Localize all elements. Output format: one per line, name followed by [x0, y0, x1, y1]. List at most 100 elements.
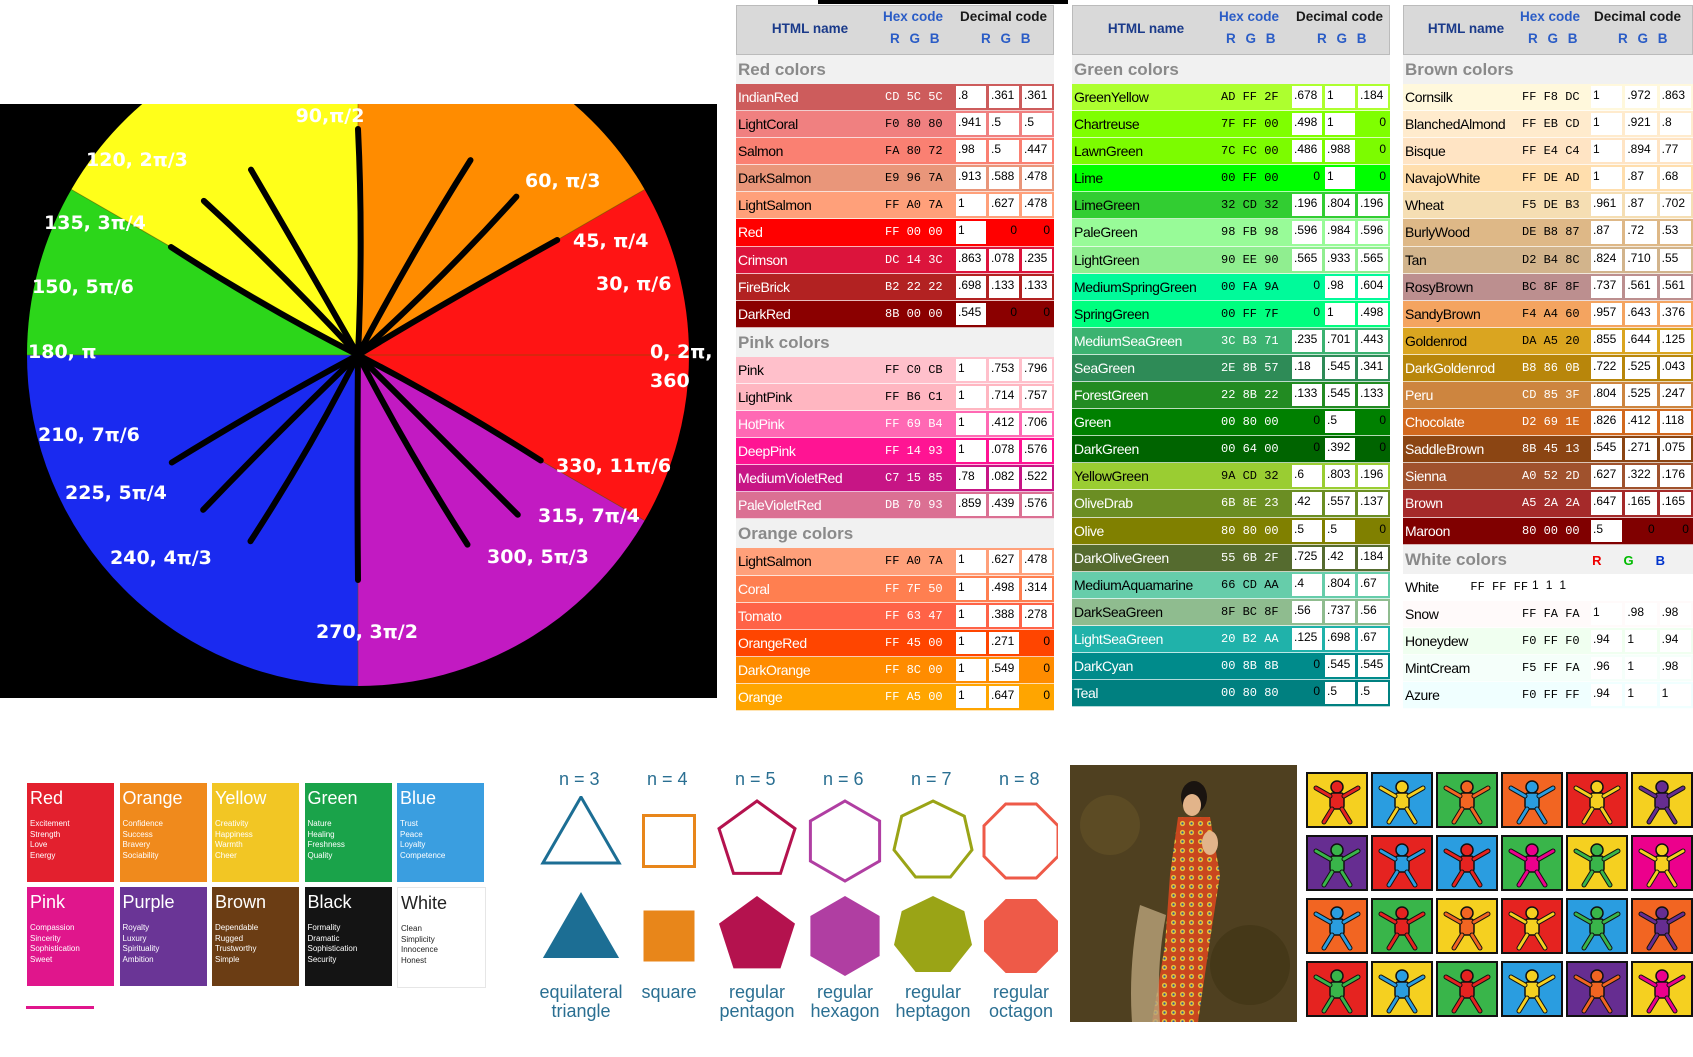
rgb-letter: R	[1592, 552, 1602, 568]
haring-tile	[1631, 898, 1693, 954]
decimal-value: .988	[1325, 140, 1355, 163]
decimal-value: .576	[1022, 440, 1052, 463]
decimal-code: .647.165.165	[1589, 490, 1693, 516]
color-row: NavajoWhite FF DE AD 1.87.68	[1403, 165, 1693, 193]
polygon-name-line2: pentagon	[719, 1001, 795, 1021]
decimal-value: 0	[1043, 633, 1050, 648]
polygon-n-label: n = 8	[999, 769, 1040, 789]
decimal-code: .804.525.247	[1589, 382, 1693, 408]
header-decimal-code: Decimal code	[1296, 9, 1384, 24]
wedge-red-2	[358, 355, 689, 521]
header-html-name: HTML name	[771, 21, 849, 36]
decimal-code: .133.545.133	[1290, 382, 1390, 408]
meaning-words: Trust Peace Loyalty Competence	[400, 819, 445, 861]
decimal-code: 1.87.68	[1589, 165, 1693, 191]
color-name: DarkGreen	[1074, 441, 1139, 458]
hex-code: FF FA FA	[1522, 606, 1580, 621]
meaning-card-green: Green Nature Healing Freshness Quality	[304, 783, 392, 882]
color-row: Sienna A0 52 2D .627.322.176	[1403, 463, 1693, 491]
haring-tile	[1501, 898, 1563, 954]
decimal-value: .647	[989, 685, 1019, 708]
decimal-value: .392	[1325, 438, 1355, 461]
color-name: Honeydew	[1405, 632, 1468, 649]
color-row: White FF FF FF 1 1 1	[1403, 573, 1571, 601]
meaning-card-purple: Purple Royalty Luxury Spirituality Ambition	[119, 887, 207, 986]
color-row: LawnGreen 7C FC 00 .486.988 0	[1072, 138, 1390, 166]
decimal-value: 0	[1043, 223, 1050, 238]
hex-code: FF FF FF	[1470, 579, 1529, 594]
meaning-word: Love	[30, 840, 48, 849]
color-row: ForestGreen 22 8B 22 .133.545.133	[1072, 382, 1390, 410]
meaning-words: Creativity Happiness Warmth Cheer	[215, 819, 253, 861]
decimal-value: .77	[1659, 140, 1691, 163]
decimal-value: .322	[1625, 465, 1657, 488]
color-name: Maroon	[1405, 522, 1451, 539]
hex-code: 00 FF 00	[1221, 171, 1279, 186]
hex-code: 66 CD AA	[1221, 577, 1279, 592]
meaning-word: Bravery	[122, 840, 151, 849]
color-table-brown-white: HTML name Hex code Decimal code R G B R …	[1403, 5, 1693, 710]
angle-label: 45, π/4	[573, 230, 648, 252]
color-row: DarkOliveGreen 55 6B 2F .725.42.184	[1072, 544, 1390, 572]
hex-code: FF 14 93	[885, 444, 943, 459]
hex-code: DE B8 87	[1522, 225, 1580, 240]
decimal-value: 1	[1325, 86, 1355, 109]
decimal-code: 1 0 0	[954, 219, 1054, 245]
polygon-name-line1: equilateral	[539, 982, 623, 1002]
meaning-title: Blue	[400, 788, 437, 808]
hex-code: 8F BC 8F	[1221, 604, 1279, 619]
decimal-code: .5.5 0	[1290, 518, 1390, 544]
klimt-hope-painting	[1070, 765, 1297, 1022]
angle-label: 210, 7π/6	[38, 424, 140, 446]
decimal-code: .5 0 0	[1589, 518, 1693, 544]
hex-code: B2 22 22	[885, 279, 943, 294]
color-name: Brown	[1405, 495, 1443, 512]
decimal-value: 1	[1625, 629, 1657, 652]
color-name: Peru	[1405, 387, 1433, 404]
haring-tile	[1306, 772, 1368, 828]
meaning-words: Formality Dramatic Sophistication Security	[308, 923, 358, 965]
haring-tile	[1631, 772, 1693, 828]
color-row: LightSeaGreen 20 B2 AA .125.698.67	[1072, 625, 1390, 653]
decimal-value: .176	[1659, 465, 1691, 488]
table-header: HTML name Hex code Decimal code R G B R …	[1403, 5, 1693, 55]
hex-code: 00 FF 7F	[1221, 306, 1279, 321]
polygon-name-line1: regular	[904, 982, 962, 1002]
haring-pop-art-grid	[1306, 772, 1693, 1022]
hex-code: FF 00 00	[885, 225, 943, 240]
hex-code: BC 8F 8F	[1522, 279, 1580, 294]
decimal-value: .87	[1625, 194, 1657, 217]
decimal-value: .525	[1625, 356, 1657, 380]
decimal-code: .6.803.196	[1290, 463, 1390, 489]
section-title: Green colors	[1072, 55, 1390, 84]
wedge-orange	[358, 104, 645, 355]
header-decimal-code: Decimal code	[960, 9, 1048, 24]
hex-code: FF 63 47	[885, 608, 943, 623]
haring-tile	[1371, 961, 1433, 1017]
hex-code: 55 6B 2F	[1221, 550, 1279, 565]
decimal-value: 0	[1647, 521, 1655, 536]
color-row: Maroon 80 00 00 .5 0 0	[1403, 517, 1693, 545]
polygon-name: regular pentagon	[702, 983, 812, 1021]
meaning-word: Dependable	[215, 923, 259, 932]
meaning-word: Sophistication	[307, 944, 358, 953]
color-row: Peru CD 85 3F .804.525.247	[1403, 382, 1693, 410]
color-row: DarkRed 8B 00 00 .545 0 0	[736, 300, 1054, 328]
decimal-value: .545	[1358, 654, 1388, 678]
decimal-value: .643	[1625, 302, 1657, 325]
angle-label: 180, π	[28, 341, 97, 363]
decimal-value: .498	[1292, 113, 1322, 136]
decimal-value: .5	[1022, 113, 1052, 136]
decimal-value: 1	[1543, 575, 1555, 598]
decimal-value: .075	[1659, 438, 1691, 461]
color-name: IndianRed	[738, 89, 799, 105]
decimal-value: 1	[956, 440, 986, 463]
decimal-value: 0	[1043, 687, 1050, 702]
decimal-value: .561	[1625, 275, 1657, 298]
hex-code: FF C0 CB	[885, 362, 943, 377]
decimal-value: 1	[1325, 113, 1355, 136]
haring-tile	[1631, 961, 1693, 1017]
color-row: BlanchedAlmond FF EB CD 1.921.8	[1403, 111, 1693, 139]
color-name: MediumVioletRed	[738, 470, 843, 487]
meaning-word: Clean	[401, 924, 422, 933]
